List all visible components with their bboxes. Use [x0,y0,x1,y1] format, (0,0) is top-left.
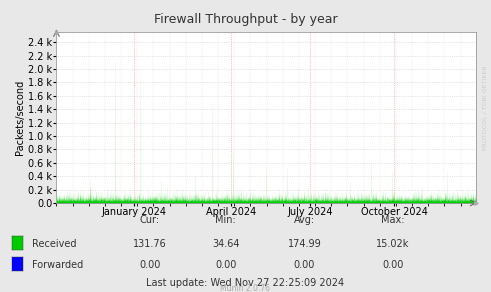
Text: 0.00: 0.00 [139,260,161,270]
Text: 34.64: 34.64 [212,239,240,249]
Text: Firewall Throughput - by year: Firewall Throughput - by year [154,13,337,26]
Text: Forwarded: Forwarded [32,260,83,270]
Text: PROTOCOL / TOBI OETIKER: PROTOCOL / TOBI OETIKER [483,66,488,150]
Text: Avg:: Avg: [294,215,315,225]
Text: 131.76: 131.76 [133,239,166,249]
Text: Cur:: Cur: [140,215,160,225]
Text: 174.99: 174.99 [288,239,321,249]
Text: 15.02k: 15.02k [376,239,409,249]
Text: 0.00: 0.00 [215,260,237,270]
Text: 0.00: 0.00 [382,260,404,270]
Text: 0.00: 0.00 [294,260,315,270]
Text: Last update: Wed Nov 27 22:25:09 2024: Last update: Wed Nov 27 22:25:09 2024 [146,278,345,288]
Text: Max:: Max: [381,215,405,225]
Text: Munin 2.0.76: Munin 2.0.76 [220,284,271,292]
Y-axis label: Packets/second: Packets/second [15,80,25,155]
Text: Received: Received [32,239,77,249]
Text: Min:: Min: [216,215,236,225]
